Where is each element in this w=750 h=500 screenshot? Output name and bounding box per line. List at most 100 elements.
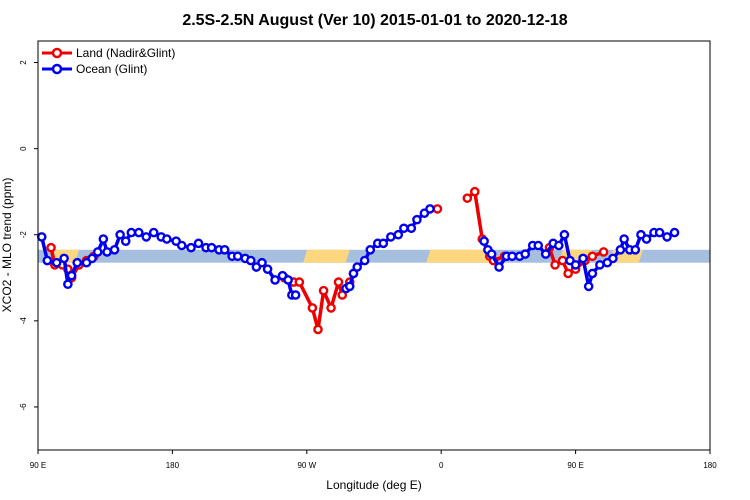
series-1-point-0-12 [109,245,120,255]
legend: Land (Nadir&Glint) Ocean (Glint) [42,46,175,76]
series-1-point-2-29 [654,227,665,238]
series-1-point-2-0 [479,236,489,246]
series-0-point-1-6 [326,303,336,313]
series-0-point-1-5 [318,285,329,296]
series-1-point-2-12 [554,240,564,251]
series-1-point-0-6 [72,257,82,268]
x-tick-label-5: 180 [703,461,717,470]
series-1-point-2-3 [494,262,504,272]
band-highlight-2 [426,249,494,263]
y-tick-label-4: -6 [19,403,28,411]
series-1-point-0-4 [63,279,73,290]
series-1-point-1-12 [412,214,422,225]
series-layer [36,186,680,335]
series-1-point-0-0 [36,232,47,242]
series-1-point-2-22 [615,245,626,255]
series-1-point-1-8 [385,232,396,242]
series-1-point-0-23 [186,242,196,253]
series-1-point-0-26 [206,242,217,253]
legend-marker-1 [51,63,63,75]
series-1-point-0-3 [59,253,69,264]
series-0-point-3-1 [469,186,480,197]
series-1-point-0-17 [141,232,152,242]
series-0-point-4-7 [598,247,609,257]
series-1-point-2-27 [641,234,652,244]
series-1-point-1-7 [378,238,389,249]
series-1-point-2-19 [595,260,605,270]
series-1-point-2-30 [662,232,672,242]
y-tick-label-2: -2 [19,231,28,239]
series-1-point-2-17 [583,281,594,292]
series-0-point-1-2 [294,277,305,287]
legend-marker-0 [51,47,63,59]
series-1-point-2-5 [507,251,517,262]
series-0-point-1-7 [333,277,344,287]
series-1-point-1-9 [393,229,404,240]
series-0-point-1-4 [313,324,323,335]
y-axis: 2 0 -2 -4 -6 [19,60,38,411]
series-1-point-2-9 [533,240,544,251]
chart-title: 2.5S-2.5N August (Ver 10) 2015-01-01 to … [182,12,567,29]
x-tick-label-0: 90 E [30,461,46,470]
series-1-point-0-16 [133,227,144,238]
series-1-point-2-21 [608,253,618,264]
series-1-point-1-1 [344,281,355,292]
series-1-point-1-5 [365,245,376,255]
series-1-point-2-15 [570,260,581,270]
series-1-point-2-10 [540,249,551,259]
series-1-point-0-32 [245,255,256,266]
series-1-point-2-23 [619,234,629,244]
series-1-point-0-2 [51,257,62,268]
series-0-point-4-6 [587,251,598,262]
series-1-point-0-35 [262,264,273,274]
series-1-point-2-2 [486,249,497,259]
series-1-point-0-38 [283,275,293,285]
series-1-point-1-10 [399,223,409,234]
legend-label-0: Land (Nadir&Glint) [76,46,175,60]
series-1-point-2-25 [630,245,641,255]
series-0-point-4-2 [557,255,568,266]
x-axis: 90 E 180 90 W 0 90 E 180 [30,450,717,470]
y-tick-label-0: 2 [19,60,28,65]
series-1-point-1-11 [406,223,417,234]
series-1-point-0-15 [126,227,137,238]
series-1-point-0-13 [115,229,125,240]
series-1-point-0-14 [120,236,131,246]
y-tick-label-1: 0 [19,146,28,151]
x-tick-label-2: 90 W [297,461,316,470]
x-axis-label: Longitude (deg E) [326,478,421,492]
series-1-point-0-5 [66,270,77,281]
series-1-point-0-24 [193,238,204,249]
series-1-point-0-34 [257,257,267,268]
series-1-point-0-11 [102,247,112,257]
series-1 [36,204,680,300]
series-1-point-0-36 [270,275,280,285]
y-tick-label-3: -4 [19,317,28,325]
series-1-point-2-7 [520,249,531,259]
series-1-point-1-3 [352,262,363,272]
series-0-point-3-0 [462,193,473,203]
series-1-point-0-10 [98,234,109,244]
series-1-point-1-4 [359,255,370,266]
x-tick-label-4: 90 E [567,461,583,470]
series-0-point-0-0 [46,242,56,253]
series-1-point-0-1 [42,255,53,266]
series-1-point-1-14 [425,204,435,214]
plot-frame [37,40,711,451]
band-highlight-1 [303,249,350,263]
series-1-point-0-40 [290,290,301,300]
series-1-point-0-9 [92,247,103,257]
series-1-point-0-28 [219,245,230,255]
series-1-point-2-16 [578,253,588,264]
series-1-point-0-20 [161,234,172,244]
x-tick-label-1: 180 [166,461,180,470]
series-1-point-0-18 [148,227,159,238]
y-axis-label: XCO2 - MLO trend (ppm) [0,178,14,313]
series-1-point-0-22 [176,240,187,251]
legend-label-1: Ocean (Glint) [76,62,147,76]
series-0-point-4-1 [550,260,560,270]
series-1-point-0-8 [87,253,97,264]
series-1-point-0-30 [232,251,243,262]
series-1-point-2-18 [587,268,598,279]
